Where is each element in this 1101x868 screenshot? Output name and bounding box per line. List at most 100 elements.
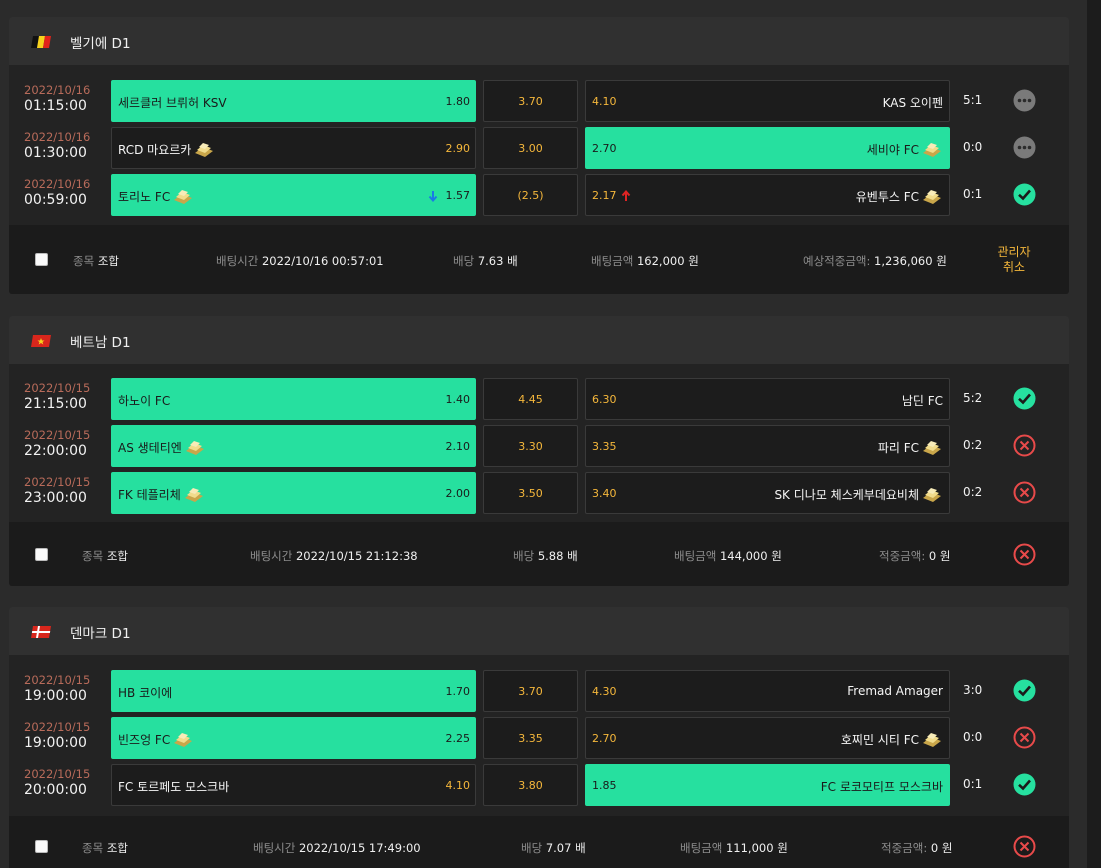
- bet-amount: 111,000 원: [725, 841, 788, 855]
- home-team-name: RCD 마요르카: [118, 143, 192, 157]
- away-bet-option[interactable]: 3.35 파리 FC: [585, 425, 950, 467]
- draw-bet-option[interactable]: (2.5): [483, 174, 578, 216]
- draw-bet-option[interactable]: 3.50: [483, 472, 578, 514]
- payout-label: 적중금액:: [881, 841, 928, 855]
- payout-amount: 1,236,060 원: [874, 254, 947, 268]
- away-bet-option[interactable]: 3.40 SK 디나모 체스케부데요비체: [585, 472, 950, 514]
- payout-amount: 0 원: [928, 549, 951, 563]
- draw-bet-option[interactable]: 3.80: [483, 764, 578, 806]
- admin-cancel-button[interactable]: 관리자취소: [997, 245, 1031, 274]
- away-bet-option[interactable]: 2.70 호찌민 시티 FC: [585, 717, 950, 759]
- odds-label: 배당: [453, 254, 475, 268]
- match-date: 2022/10/15: [24, 673, 91, 687]
- total-odds: 7.63 배: [477, 254, 518, 268]
- arrow-up-icon: [621, 190, 630, 201]
- page-scrollbar[interactable]: [1087, 0, 1101, 868]
- draw-bet-option[interactable]: 3.35: [483, 717, 578, 759]
- payout-label: 예상적중금액:: [803, 254, 871, 268]
- bet-slip-card: 베트남 D1 2022/10/15 21:15:00 하노이 FC 1.40 4…: [9, 316, 1069, 586]
- match-score: 3:0: [963, 683, 983, 697]
- home-team-name: 토리노 FC: [118, 190, 171, 204]
- match-date: 2022/10/15: [24, 767, 91, 781]
- home-bet-option[interactable]: 하노이 FC 1.40: [111, 378, 476, 420]
- match-time: 21:15:00: [24, 396, 87, 412]
- match-time: 01:15:00: [24, 98, 87, 114]
- home-team-name: 빈즈엉 FC: [118, 733, 171, 747]
- check-circle-icon: [1013, 183, 1036, 206]
- bet-time-label: 배팅시간: [216, 254, 259, 268]
- gold-bar-icon: [185, 440, 204, 455]
- pending-icon: [1013, 89, 1036, 112]
- home-bet-option[interactable]: AS 생테티엔 2.10: [111, 425, 476, 467]
- match-time: 22:00:00: [24, 443, 87, 459]
- away-team-name: 파리 FC: [877, 441, 919, 455]
- select-checkbox[interactable]: [35, 548, 48, 561]
- away-bet-option[interactable]: 4.10 KAS 오이펜: [585, 80, 950, 122]
- belgium-flag: [31, 36, 51, 48]
- gold-bar-icon: [923, 440, 941, 455]
- home-odds: 2.90: [445, 142, 471, 155]
- home-team-name: FK 테플리체: [118, 488, 181, 502]
- away-odds: 2.70: [592, 732, 617, 745]
- home-bet-option[interactable]: 세르클러 브뤼허 KSV 1.80: [111, 80, 476, 122]
- away-bet-option[interactable]: 6.30 남딘 FC: [585, 378, 950, 420]
- away-team-name: 호찌민 시티 FC: [840, 733, 919, 747]
- select-checkbox[interactable]: [35, 840, 48, 853]
- away-bet-option[interactable]: 4.30 Fremad Amager: [585, 670, 950, 712]
- home-team-name: 세르클러 브뤼허 KSV: [118, 96, 227, 110]
- home-team-name: FC 토르페도 모스크바: [118, 780, 230, 794]
- gold-bar-icon: [195, 142, 214, 157]
- match-date: 2022/10/16: [24, 177, 91, 191]
- league-header: 덴마크 D1: [9, 607, 1069, 655]
- home-bet-option[interactable]: 빈즈엉 FC 2.25: [111, 717, 476, 759]
- league-header: 베트남 D1: [9, 316, 1069, 364]
- home-odds: 1.57: [445, 189, 471, 202]
- draw-bet-option[interactable]: 3.70: [483, 670, 578, 712]
- payout-amount: 0 원: [930, 841, 953, 855]
- x-circle-icon: [1013, 543, 1036, 566]
- draw-bet-option[interactable]: 3.30: [483, 425, 578, 467]
- gold-bar-icon: [923, 142, 941, 157]
- gold-bar-icon: [184, 487, 203, 502]
- x-circle-icon: [1013, 726, 1036, 749]
- away-odds: 4.30: [592, 685, 617, 698]
- match-row: 2022/10/15 19:00:00 HB 코이에 1.70 3.70 4.3…: [9, 667, 1069, 714]
- odds-label: 배당: [521, 841, 543, 855]
- match-date: 2022/10/16: [24, 130, 91, 144]
- match-date: 2022/10/15: [24, 381, 91, 395]
- away-bet-option[interactable]: 2.70 세비야 FC: [585, 127, 950, 169]
- bet-amount: 162,000 원: [636, 254, 699, 268]
- match-time: 20:00:00: [24, 782, 87, 798]
- type-value: 조합: [97, 254, 119, 268]
- vietnam-flag: [31, 335, 51, 347]
- draw-odds: 3.50: [518, 487, 543, 500]
- draw-bet-option[interactable]: 3.70: [483, 80, 578, 122]
- match-row: 2022/10/15 23:00:00 FK 테플리체 2.00 3.50 3.…: [9, 469, 1069, 516]
- home-bet-option[interactable]: RCD 마요르카 2.90: [111, 127, 476, 169]
- home-bet-option[interactable]: 토리노 FC 1.57: [111, 174, 476, 216]
- match-time: 00:59:00: [24, 192, 87, 208]
- away-team-name: KAS 오이펜: [882, 96, 943, 110]
- amount-label: 배팅금액: [674, 549, 717, 563]
- amount-label: 배팅금액: [680, 841, 723, 855]
- away-odds: 4.10: [592, 95, 617, 108]
- match-score: 0:2: [963, 485, 983, 499]
- away-bet-option[interactable]: 2.17 유벤투스 FC: [585, 174, 950, 216]
- away-team-name: 유벤투스 FC: [855, 190, 919, 204]
- match-row: 2022/10/15 19:00:00 빈즈엉 FC 2.25 3.35 2.7…: [9, 714, 1069, 761]
- select-checkbox[interactable]: [35, 253, 48, 266]
- league-name: 덴마크 D1: [70, 626, 131, 642]
- home-bet-option[interactable]: FK 테플리체 2.00: [111, 472, 476, 514]
- away-odds: 2.17: [592, 189, 617, 202]
- payout-label: 적중금액:: [879, 549, 926, 563]
- odds-label: 배당: [513, 549, 535, 563]
- home-bet-option[interactable]: HB 코이에 1.70: [111, 670, 476, 712]
- x-circle-icon: [1013, 434, 1036, 457]
- bet-time: 2022/10/15 17:49:00: [298, 841, 421, 855]
- away-bet-option[interactable]: 1.85 FC 로코모티프 모스크바: [585, 764, 950, 806]
- draw-bet-option[interactable]: 4.45: [483, 378, 578, 420]
- type-value: 조합: [106, 841, 128, 855]
- draw-odds: 3.70: [518, 95, 543, 108]
- home-bet-option[interactable]: FC 토르페도 모스크바 4.10: [111, 764, 476, 806]
- draw-bet-option[interactable]: 3.00: [483, 127, 578, 169]
